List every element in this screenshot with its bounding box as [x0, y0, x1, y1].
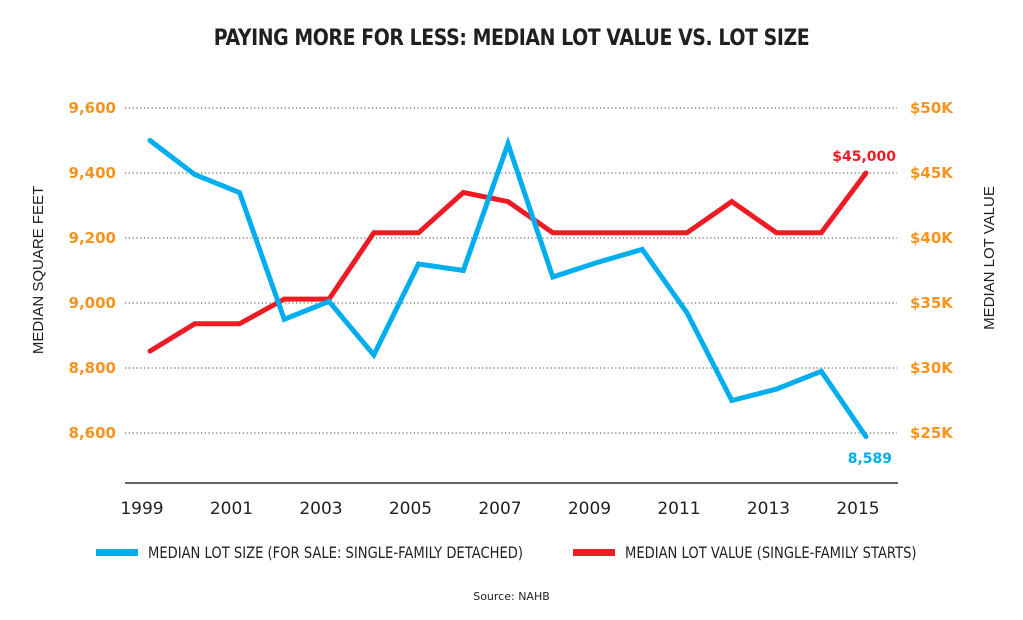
right-y-tick-label: $50K: [910, 99, 954, 117]
source-note: Source: NAHB: [473, 590, 550, 603]
legend-item-lot-value: MEDIAN LOT VALUE (SINGLE-FAMILY STARTS): [573, 543, 981, 562]
x-tick-label: 2011: [657, 499, 700, 519]
x-tick-label: 2007: [478, 499, 521, 519]
right-y-tick-label: $30K: [910, 359, 954, 377]
lot-value-end-annotation: $45,000: [832, 149, 896, 165]
right-y-axis-ticks: $50K $45K $40K $35K $30K $25K: [910, 99, 954, 442]
x-axis-ticks: 1999 2001 2003 2005 2007 2009 2011 2013 2015: [120, 499, 879, 519]
left-y-tick-label: 8,600: [69, 424, 116, 442]
chart-title: PAYING MORE FOR LESS: MEDIAN LOT VALUE V…: [213, 26, 810, 51]
right-y-tick-label: $40K: [910, 229, 954, 247]
lot-value-line: [147, 170, 869, 354]
gridlines: [125, 107, 897, 434]
x-tick-label: 1999: [120, 499, 163, 519]
legend-label-lot-size: MEDIAN LOT SIZE (FOR SALE: SINGLE-FAMILY…: [148, 543, 523, 562]
x-tick-label: 2001: [210, 499, 253, 519]
legend-swatch-lot-size: [96, 549, 138, 556]
legend-swatch-lot-value: [573, 549, 615, 556]
left-y-tick-label: 9,400: [69, 164, 116, 182]
legend-label-lot-value: MEDIAN LOT VALUE (SINGLE-FAMILY STARTS): [625, 543, 917, 562]
right-y-axis-label: MEDIAN LOT VALUE: [981, 186, 998, 330]
series-lines: [147, 136, 869, 440]
right-y-tick-label: $45K: [910, 164, 954, 182]
legend-item-lot-size: MEDIAN LOT SIZE (FOR SALE: SINGLE-FAMILY…: [96, 543, 605, 562]
right-y-tick-label: $25K: [910, 424, 954, 442]
x-tick-label: 2009: [568, 499, 611, 519]
x-tick-label: 2003: [299, 499, 342, 519]
left-y-tick-label: 9,000: [69, 294, 116, 312]
left-y-tick-label: 8,800: [69, 359, 116, 377]
x-tick-label: 2013: [747, 499, 790, 519]
right-y-tick-label: $35K: [910, 294, 954, 312]
left-y-tick-label: 9,200: [69, 229, 116, 247]
left-y-tick-label: 9,600: [69, 99, 116, 117]
left-y-axis-ticks: 9,600 9,400 9,200 9,000 8,800 8,600: [69, 99, 116, 442]
legend: MEDIAN LOT SIZE (FOR SALE: SINGLE-FAMILY…: [0, 543, 1023, 567]
lot-size-line: [147, 136, 869, 440]
left-y-axis-label: MEDIAN SQUARE FEET: [30, 186, 47, 354]
lot-size-end-annotation: 8,589: [848, 451, 892, 467]
x-tick-label: 2015: [836, 499, 879, 519]
x-tick-label: 2005: [389, 499, 432, 519]
